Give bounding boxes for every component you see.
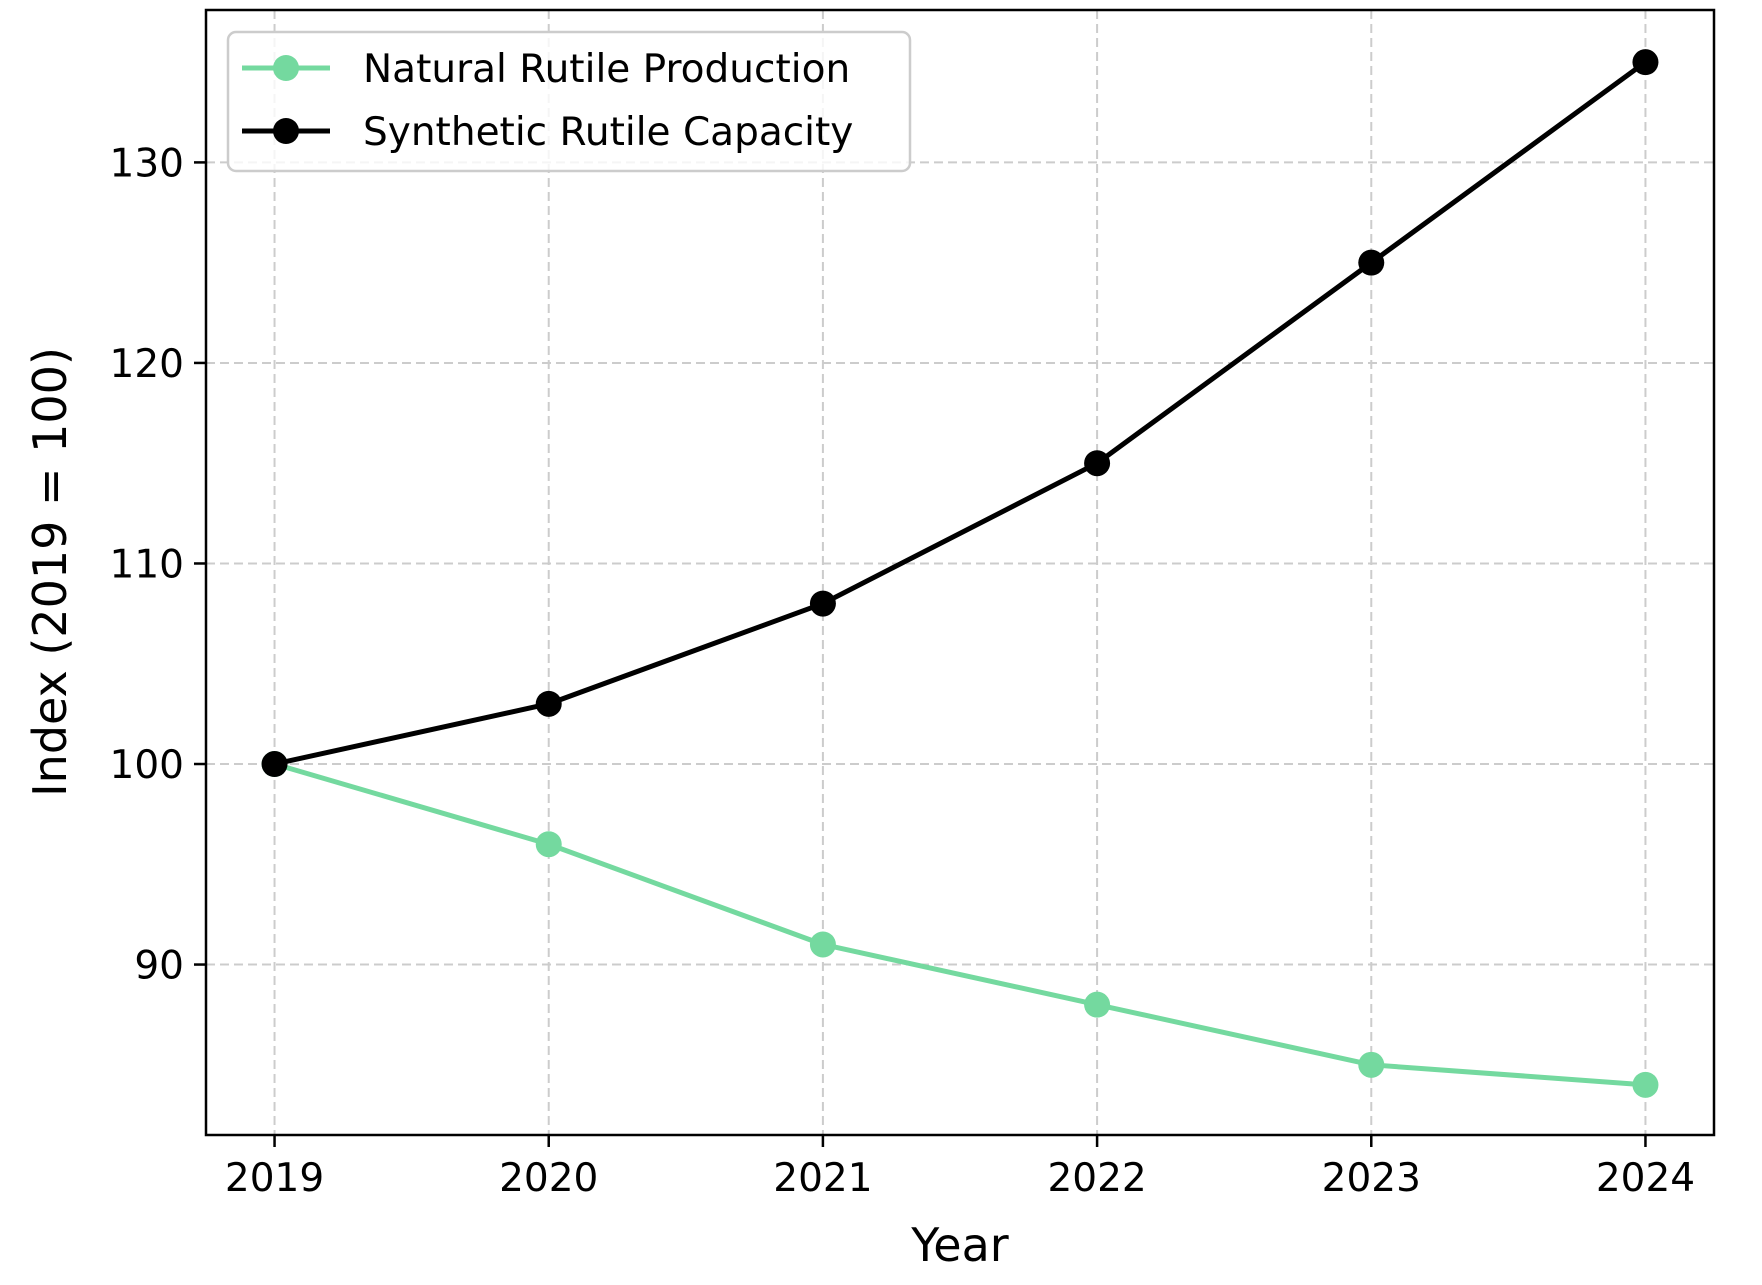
y-axis: 90 100 110 120 130 [110,141,206,989]
data-point-synthetic-rutile-capacity-2021 [809,590,836,617]
data-point-natural-rutile-production-2023 [1358,1051,1385,1078]
legend: Natural Rutile Production Synthetic Ruti… [226,30,912,173]
data-point-synthetic-rutile-capacity-2022 [1084,450,1111,477]
legend-entry-synthetic-rutile-capacity: Synthetic Rutile Capacity [242,110,853,155]
series-line-natural-rutile-production [272,761,1648,1088]
series-synthetic-rutile-capacity [261,49,1659,778]
legend-marker-natural-rutile-production [273,55,299,81]
x-tick-label-2021: 2021 [773,1156,872,1201]
x-tick-label-2024: 2024 [1596,1156,1695,1201]
data-point-synthetic-rutile-capacity-2023 [1358,249,1385,276]
data-point-natural-rutile-production-2024 [1632,1071,1659,1098]
x-tick-label-2023: 2023 [1322,1156,1421,1201]
y-tick-label-100: 100 [110,743,184,788]
legend-marker-synthetic-rutile-capacity [273,118,299,144]
data-point-natural-rutile-production-2022 [1084,991,1111,1018]
series-layer [261,49,1659,1098]
legend-label-synthetic-rutile-capacity: Synthetic Rutile Capacity [363,110,853,155]
x-tick-label-2019: 2019 [225,1156,324,1201]
data-point-synthetic-rutile-capacity-2024 [1632,49,1659,76]
x-tick-label-2022: 2022 [1047,1156,1146,1201]
x-tick-label-2020: 2020 [499,1156,598,1201]
plot-frame [204,8,1716,1137]
y-tick-label-90: 90 [134,944,184,989]
y-tick-label-110: 110 [110,542,184,587]
y-axis-title: Index (2019 = 100) [23,347,77,797]
legend-entry-natural-rutile-production: Natural Rutile Production [242,47,850,92]
data-point-natural-rutile-production-2021 [809,931,836,958]
legend-label-natural-rutile-production: Natural Rutile Production [363,47,850,92]
x-axis-title: Year [910,1218,1008,1272]
series-line-synthetic-rutile-capacity [272,59,1648,767]
data-point-synthetic-rutile-capacity-2019 [261,751,288,778]
x-axis: 2019 2020 2021 2022 2023 2024 [225,1135,1695,1201]
data-point-natural-rutile-production-2020 [535,831,562,858]
y-tick-label-120: 120 [110,342,184,387]
legend-box [226,30,912,173]
grid [206,10,1714,1135]
y-tick-label-130: 130 [110,141,184,186]
data-point-synthetic-rutile-capacity-2020 [535,690,562,717]
